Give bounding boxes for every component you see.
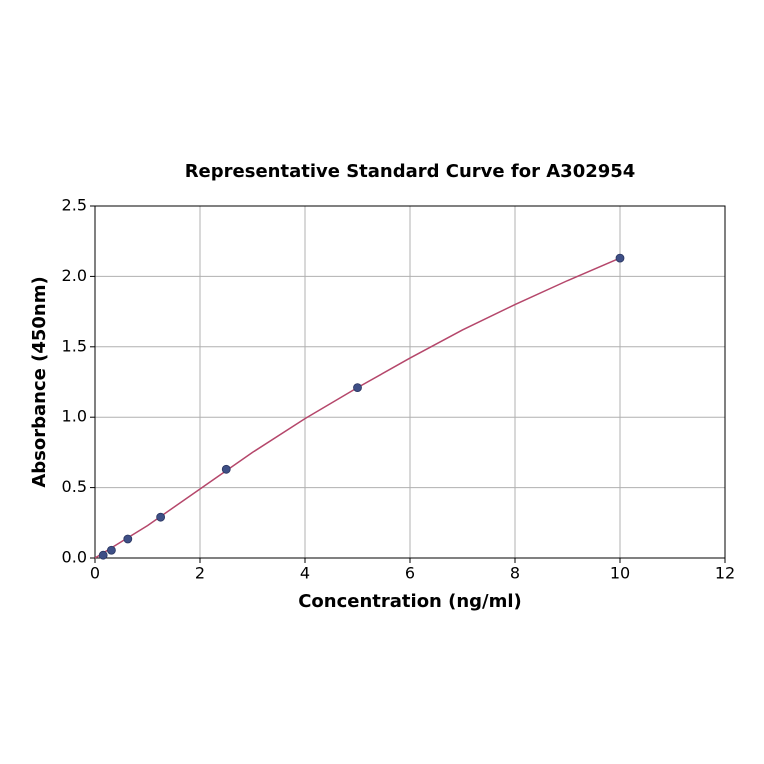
data-point <box>156 512 166 522</box>
fit-curve <box>94 257 621 559</box>
x-tick-label: 0 <box>90 564 100 583</box>
plot-frame <box>94 205 726 559</box>
x-tick-label: 12 <box>715 564 735 583</box>
data-point <box>615 253 625 263</box>
y-tick-label: 1.5 <box>62 336 87 355</box>
data-point <box>123 534 133 544</box>
y-tick-label: 2.5 <box>62 196 87 215</box>
data-point <box>98 550 108 560</box>
y-tick-label: 0.5 <box>62 477 87 496</box>
x-tick-label: 4 <box>300 564 310 583</box>
data-point <box>353 383 362 393</box>
data-point <box>107 545 116 555</box>
x-tick-label: 6 <box>405 564 415 583</box>
x-tick-label: 2 <box>195 564 205 583</box>
y-tick-label: 2.0 <box>62 266 87 285</box>
y-tick-label: 1.0 <box>62 407 87 426</box>
x-tick-label: 8 <box>510 564 520 583</box>
data-point <box>221 464 231 474</box>
x-axis-label: Concentration (ng/ml) <box>298 591 522 612</box>
x-tick-label: 10 <box>610 564 630 583</box>
y-axis-label: Absorbance (450nm) <box>29 276 50 487</box>
y-tick-label: 0.0 <box>62 548 87 567</box>
chart-title: Representative Standard Curve for A30295… <box>185 161 636 182</box>
